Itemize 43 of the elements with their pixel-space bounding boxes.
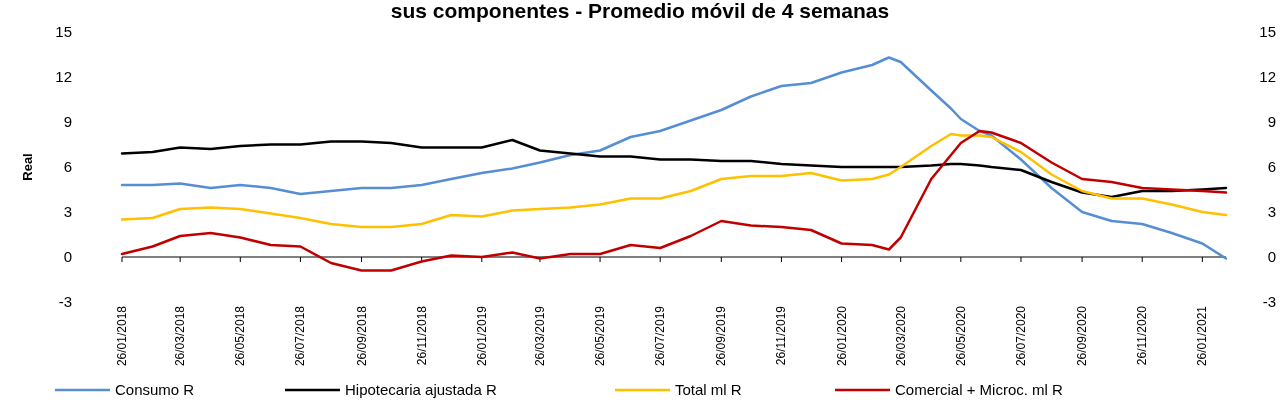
chart-title: sus componentes - Promedio móvil de 4 semanas <box>390 0 890 22</box>
x-tick-label: 26/07/2019 <box>653 305 668 367</box>
legend-label: Consumo R <box>115 381 195 398</box>
y-tick-label: 15 <box>55 23 72 41</box>
line-series <box>120 129 1228 272</box>
y2-tick-label: 0 <box>1267 248 1276 266</box>
x-tick-label: 26/03/2019 <box>532 305 547 367</box>
x-tick-label: 26/01/2019 <box>474 305 489 367</box>
line-series <box>120 138 1228 199</box>
x-tick-label: 26/05/2019 <box>593 305 608 367</box>
y2-tick-label: 3 <box>1267 203 1276 221</box>
y-tick-label: 3 <box>63 203 72 221</box>
x-tick-label: 26/07/2020 <box>1013 305 1028 367</box>
y2-tick-label: -3 <box>1262 293 1276 311</box>
y2-tick-label: 6 <box>1267 158 1276 176</box>
x-tick-label: 26/09/2018 <box>354 305 369 367</box>
x-tick-label: 26/01/2018 <box>115 305 129 367</box>
y2-tick-label: 9 <box>1267 113 1276 131</box>
x-tick-label: 26/01/2020 <box>834 305 849 367</box>
x-tick-label: 26/05/2020 <box>953 305 968 367</box>
x-tick-label: 26/11/2019 <box>774 305 789 366</box>
y-tick-label: -3 <box>58 293 72 311</box>
x-tick-label: 26/03/2020 <box>893 305 908 367</box>
legend-label: Comercial + Microc. ml R <box>895 381 1064 398</box>
x-tick-label: 26/07/2018 <box>293 305 308 367</box>
legend-label: Total ml R <box>675 381 742 398</box>
x-tick-label: 26/09/2019 <box>714 305 729 367</box>
y-tick-label: 12 <box>55 68 72 86</box>
y2-tick-label: 15 <box>1259 23 1276 41</box>
x-tick-label: 26/05/2018 <box>233 305 248 367</box>
y-tick-label: 0 <box>63 248 72 266</box>
line-series <box>120 56 1228 260</box>
x-tick-label: 26/11/2018 <box>414 305 429 366</box>
y-tick-label: 9 <box>63 113 72 131</box>
x-tick-label: 26/09/2020 <box>1075 305 1090 367</box>
x-tick-label: 26/03/2018 <box>173 305 188 367</box>
y-tick-label: 6 <box>63 158 72 176</box>
x-tick-label: 26/11/2020 <box>1135 305 1150 366</box>
y2-tick-label: 12 <box>1259 68 1276 86</box>
legend-label: Hipotecaria ajustada R <box>345 381 497 398</box>
x-tick-label: 26/01/2021 <box>1195 305 1210 367</box>
y-axis-title: Real <box>20 153 35 181</box>
line-series <box>120 132 1228 229</box>
